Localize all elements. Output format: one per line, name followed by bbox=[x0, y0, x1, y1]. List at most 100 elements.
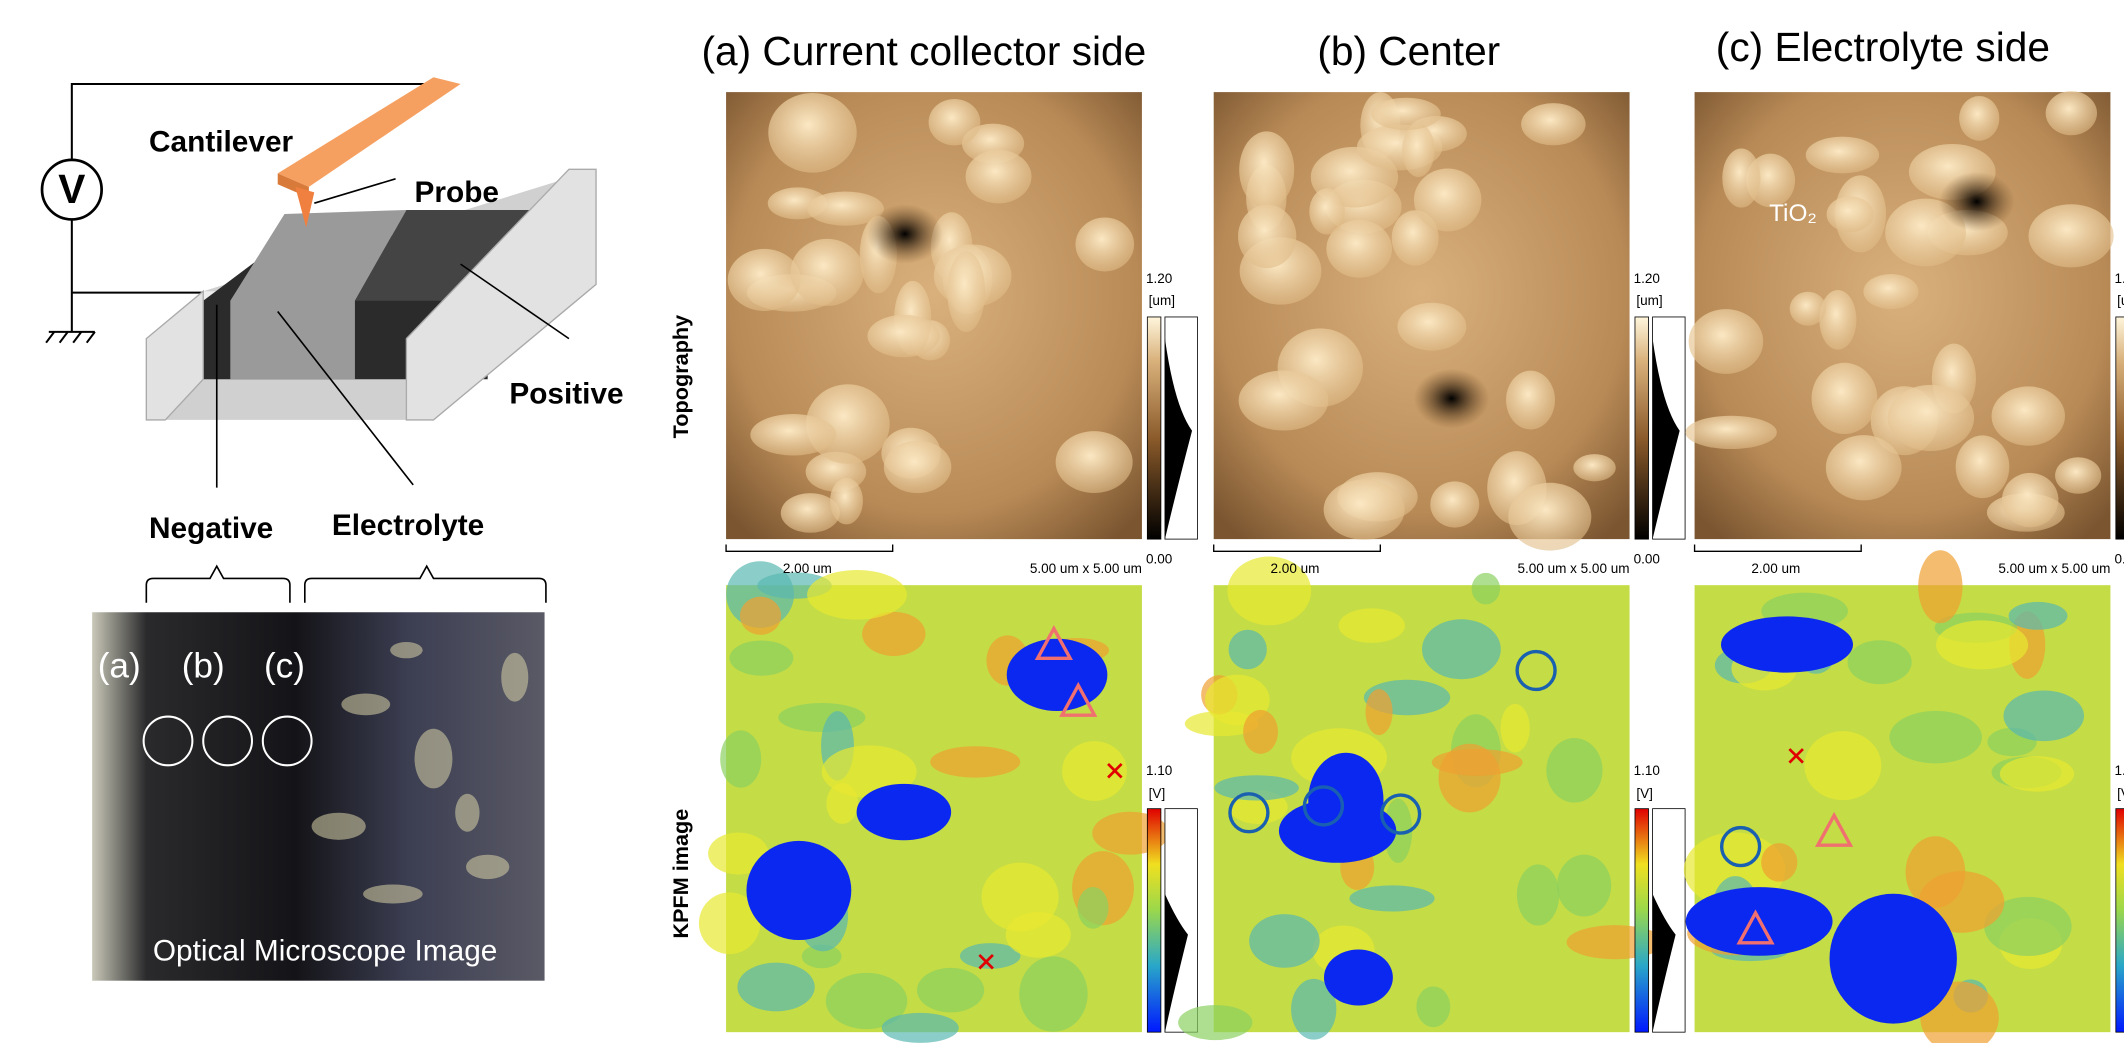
kpfm-low bbox=[1007, 639, 1108, 711]
kpfm-domain bbox=[1567, 925, 1665, 959]
kpfm-domain bbox=[1416, 986, 1450, 1027]
grain bbox=[1959, 96, 1999, 141]
scale-unit: [um] bbox=[1149, 293, 1175, 308]
kpfm-domain bbox=[1366, 689, 1393, 735]
scale-unit: [um] bbox=[1636, 293, 1662, 308]
kpfm-domain bbox=[1761, 843, 1797, 882]
kpfm-domain bbox=[1918, 550, 1962, 623]
scan-size: 5.00 um x 5.00 um bbox=[1517, 561, 1629, 576]
grain bbox=[1324, 479, 1405, 539]
kpfm-domain bbox=[1546, 738, 1602, 803]
kpfm-domain bbox=[1889, 711, 1982, 764]
scale-min: 0.00 bbox=[1146, 551, 1172, 566]
grain bbox=[750, 414, 836, 455]
scale-max: 1.20 bbox=[2114, 271, 2124, 286]
kpfm-domain bbox=[1848, 640, 1912, 684]
row-label: KPFM image bbox=[668, 809, 693, 939]
scale-bar-label: 2.00 um bbox=[1271, 561, 1320, 576]
panels: (a) Current collector side 1.20 [um] 0.00 2.… bbox=[699, 24, 2124, 1043]
figure: V Cantilever Probe Positive Negative Ele… bbox=[0, 0, 2124, 1043]
grain bbox=[830, 478, 863, 525]
scan-size: 5.00 um x 5.00 um bbox=[1030, 561, 1142, 576]
grain bbox=[1238, 205, 1296, 268]
kpfm-domain bbox=[1243, 710, 1278, 754]
kpfm-domain bbox=[882, 1013, 959, 1043]
probe-label: Probe bbox=[415, 176, 499, 209]
grain bbox=[1506, 371, 1555, 430]
grain bbox=[1863, 274, 1918, 309]
cantilever-shape bbox=[278, 77, 461, 187]
scale-min: 0.00 bbox=[2114, 551, 2124, 566]
kpfm-low bbox=[1721, 616, 1853, 672]
kpfm-domain bbox=[1432, 749, 1523, 776]
colorbar bbox=[1635, 317, 1649, 539]
cantilever-label: Cantilever bbox=[149, 126, 293, 159]
grain bbox=[2002, 473, 2059, 527]
grain bbox=[966, 150, 1032, 203]
grain bbox=[1430, 481, 1479, 527]
scale-bar-label: 2.00 um bbox=[1751, 561, 1800, 576]
colorbar bbox=[2116, 317, 2124, 539]
kpfm-domain bbox=[807, 570, 907, 620]
grain bbox=[867, 315, 940, 357]
kpfm-domain bbox=[1006, 912, 1071, 958]
scale-unit: [V] bbox=[2117, 786, 2124, 801]
grain bbox=[1397, 303, 1466, 351]
kpfm-domain bbox=[930, 746, 1020, 777]
annotation: TiO₂ bbox=[1769, 200, 1817, 227]
kpfm-domain bbox=[1422, 619, 1501, 679]
kpfm-domain bbox=[1062, 741, 1127, 801]
grain bbox=[1573, 454, 1615, 481]
kpfm-domain bbox=[1517, 864, 1559, 925]
grain bbox=[1722, 149, 1760, 208]
grain bbox=[1508, 483, 1591, 551]
kpfm-domain bbox=[1078, 887, 1109, 929]
grain bbox=[1414, 169, 1481, 232]
panel-title: (a) Current collector side bbox=[701, 28, 1146, 74]
kpfm-low bbox=[1324, 949, 1393, 1005]
grain bbox=[1992, 386, 2065, 445]
grain bbox=[1056, 431, 1133, 493]
grain bbox=[1956, 435, 2010, 498]
kpfm-low bbox=[1830, 894, 1957, 1024]
scale-unit: [V] bbox=[1636, 786, 1653, 801]
grain bbox=[1239, 370, 1329, 430]
kpfm-low bbox=[746, 841, 851, 940]
grain bbox=[1790, 292, 1826, 326]
colorbar bbox=[2116, 809, 2124, 1033]
grain bbox=[2055, 457, 2101, 494]
schematic bbox=[42, 77, 596, 603]
page: V Cantilever Probe Positive Negative Ele… bbox=[0, 0, 2124, 1043]
kpfm-domain bbox=[1501, 704, 1530, 753]
scale-bar-label: 2.00 um bbox=[783, 561, 832, 576]
kpfm-domain bbox=[2003, 690, 2084, 741]
grain bbox=[1402, 124, 1435, 177]
voltage-label: V bbox=[58, 166, 85, 212]
kpfm-domain bbox=[2009, 602, 2068, 630]
negative-label: Negative bbox=[149, 512, 273, 545]
grain bbox=[2046, 91, 2097, 135]
kpfm-low bbox=[857, 784, 952, 840]
grain bbox=[1075, 217, 1134, 271]
kpfm-domain bbox=[1804, 731, 1881, 800]
grain bbox=[929, 99, 981, 145]
grain bbox=[1239, 131, 1294, 208]
grain bbox=[768, 93, 856, 173]
grain bbox=[1689, 309, 1764, 374]
grain bbox=[1371, 98, 1440, 130]
pit bbox=[1939, 172, 2015, 232]
pit bbox=[867, 204, 943, 264]
grain bbox=[1309, 188, 1345, 234]
scale-max: 1.10 bbox=[1634, 763, 1660, 778]
panel-title: (b) Center bbox=[1317, 28, 1500, 74]
grain bbox=[884, 441, 952, 494]
grain bbox=[1888, 385, 1975, 451]
position-label: (a) bbox=[98, 646, 141, 685]
scale-min: 0.00 bbox=[1634, 551, 1660, 566]
grain bbox=[790, 239, 863, 306]
grain bbox=[947, 251, 985, 332]
kpfm-domain bbox=[1249, 914, 1320, 968]
colorbar bbox=[1147, 809, 1161, 1033]
scale-max: 1.20 bbox=[1146, 271, 1172, 286]
kpfm-domain bbox=[1936, 620, 2028, 669]
